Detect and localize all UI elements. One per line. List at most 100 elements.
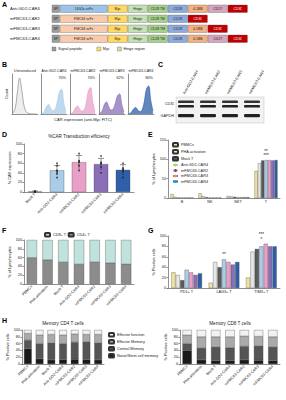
svg-text:F: F: [2, 227, 7, 234]
svg-text:mFMC63-CAR4: mFMC63-CAR4: [129, 69, 154, 73]
svg-text:0: 0: [176, 362, 178, 366]
svg-text:CD28 TM: CD28 TM: [150, 37, 165, 41]
svg-text:40: 40: [162, 265, 166, 269]
svg-text:80: 80: [18, 152, 22, 156]
svg-text:70%: 70%: [58, 76, 66, 80]
svg-text:CD3ζ: CD3ζ: [214, 27, 223, 31]
svg-text:% Positive cells: % Positive cells: [163, 333, 168, 360]
svg-text:PHA activation: PHA activation: [183, 365, 203, 385]
svg-text:CD4+ T: CD4+ T: [77, 233, 91, 237]
svg-text:CD28: CD28: [173, 37, 182, 41]
svg-text:mFMC63-CAR4: mFMC63-CAR4: [78, 365, 100, 387]
svg-text:Anti-GD2-CAR4: Anti-GD2-CAR4: [10, 6, 40, 11]
svg-text:mFMC63-CAR4: mFMC63-CAR4: [181, 180, 208, 184]
svg-text:T: T: [265, 200, 268, 204]
svg-text:80: 80: [18, 247, 22, 251]
svg-text:NKT: NKT: [234, 200, 242, 204]
svg-text:CD28 TM: CD28 TM: [150, 7, 165, 11]
svg-text:4-1BB: 4-1BB: [193, 7, 203, 11]
svg-text:Count: Count: [4, 88, 9, 100]
svg-text:20: 20: [18, 180, 22, 184]
svg-text:C: C: [158, 61, 163, 68]
svg-text:mFMC63-CAR4: mFMC63-CAR4: [248, 70, 265, 95]
svg-text:Signal peptide: Signal peptide: [58, 47, 82, 51]
svg-text:CD28 TM: CD28 TM: [150, 27, 165, 31]
svg-text:PHA activation: PHA activation: [21, 365, 41, 385]
svg-text:mFMC63-CAR4: mFMC63-CAR4: [10, 36, 40, 41]
svg-text:20: 20: [16, 355, 20, 359]
svg-text:B: B: [181, 200, 184, 204]
svg-text:0: 0: [164, 196, 166, 200]
svg-text:Anti-GD2-CAR4: Anti-GD2-CAR4: [37, 193, 59, 215]
svg-text:20: 20: [162, 276, 166, 280]
svg-text:4-1BB: 4-1BB: [193, 37, 203, 41]
svg-text:mFMC63-CAR2: mFMC63-CAR2: [204, 70, 221, 95]
svg-text:%CAR Transduction efficiency: %CAR Transduction efficiency: [48, 134, 110, 139]
svg-text:mFMC63-CAR3: mFMC63-CAR3: [100, 69, 125, 73]
svg-text:Effector Memory: Effector Memory: [117, 340, 145, 344]
svg-text:80: 80: [162, 244, 166, 248]
svg-text:Mock T: Mock T: [206, 364, 218, 376]
svg-text:mFMC63-CAR3: mFMC63-CAR3: [81, 193, 103, 215]
svg-text:CD28: CD28: [173, 17, 182, 21]
svg-text:Mock T: Mock T: [53, 284, 65, 296]
svg-text:PHA activation: PHA activation: [29, 285, 49, 305]
svg-text:TIM3+ T: TIM3+ T: [254, 290, 269, 294]
svg-text:50: 50: [162, 177, 166, 181]
svg-text:% of Lymphocytes: % of Lymphocytes: [151, 153, 156, 185]
svg-text:**: **: [264, 149, 268, 154]
svg-text:NK: NK: [207, 200, 213, 204]
svg-text:20: 20: [18, 273, 22, 277]
svg-text:Myc: Myc: [115, 37, 122, 41]
svg-text:100: 100: [172, 328, 178, 332]
svg-text:Myc: Myc: [103, 47, 110, 51]
svg-text:PD1+ T: PD1+ T: [180, 290, 194, 294]
svg-text:100: 100: [16, 142, 22, 146]
svg-text:GAPDH: GAPDH: [160, 114, 174, 118]
svg-text:100: 100: [160, 157, 166, 161]
svg-text:Hinge: Hinge: [133, 17, 142, 21]
svg-text:***: ***: [263, 153, 269, 158]
svg-text:60: 60: [174, 342, 178, 346]
svg-text:CD3ζ: CD3ζ: [194, 17, 203, 21]
svg-text:Central Memory: Central Memory: [117, 347, 144, 351]
svg-text:Anti-GD2-CAR4: Anti-GD2-CAR4: [182, 70, 199, 95]
svg-text:LAG3+ T: LAG3+ T: [216, 290, 232, 294]
svg-text:Anti-GD2-CAR4: Anti-GD2-CAR4: [42, 69, 67, 73]
svg-text:4-1BB: 4-1BB: [193, 27, 203, 31]
svg-text:0: 0: [20, 190, 22, 194]
svg-text:mFMC63-CAR4: mFMC63-CAR4: [103, 193, 125, 215]
svg-text:PBMCs: PBMCs: [177, 365, 189, 377]
svg-text:Mock T: Mock T: [181, 157, 194, 161]
svg-text:Hinge region: Hinge region: [123, 47, 145, 51]
svg-text:CAR expression (anti-Myc FITC): CAR expression (anti-Myc FITC): [54, 117, 112, 122]
svg-text:0: 0: [18, 362, 20, 366]
svg-text:CD28: CD28: [173, 27, 182, 31]
svg-text:SP: SP: [53, 27, 58, 31]
svg-text:mFMC63-CAR2: mFMC63-CAR2: [10, 16, 40, 21]
svg-text:CD8+ T: CD8+ T: [53, 233, 67, 237]
svg-text:CD3ζ: CD3ζ: [234, 7, 243, 11]
svg-text:40: 40: [174, 348, 178, 352]
svg-text:100: 100: [16, 238, 22, 242]
svg-text:mFMC63-CAR4: mFMC63-CAR4: [252, 365, 274, 387]
svg-text:20: 20: [174, 355, 178, 359]
svg-text:40: 40: [16, 348, 20, 352]
svg-text:Memory CD8 T cells: Memory CD8 T cells: [209, 321, 251, 326]
svg-text:mFMC63-CAR3: mFMC63-CAR3: [181, 174, 208, 178]
svg-text:74%: 74%: [87, 76, 95, 80]
svg-text:H: H: [2, 317, 7, 324]
svg-text:A: A: [2, 1, 7, 8]
svg-text:SP: SP: [53, 17, 58, 21]
svg-text:Myc: Myc: [115, 7, 122, 11]
svg-text:***: ***: [259, 232, 265, 237]
svg-text:60: 60: [18, 161, 22, 165]
svg-text:CD28 TM: CD28 TM: [150, 17, 165, 21]
svg-text:CD27: CD27: [213, 7, 222, 11]
svg-text:40: 40: [18, 264, 22, 268]
svg-text:62%: 62%: [116, 76, 124, 80]
svg-text:Hinge: Hinge: [133, 7, 142, 11]
svg-text:PBMCs: PBMCs: [181, 143, 194, 147]
svg-text:E: E: [148, 131, 153, 138]
svg-text:mFMC63-CAR4: mFMC63-CAR4: [106, 285, 128, 307]
